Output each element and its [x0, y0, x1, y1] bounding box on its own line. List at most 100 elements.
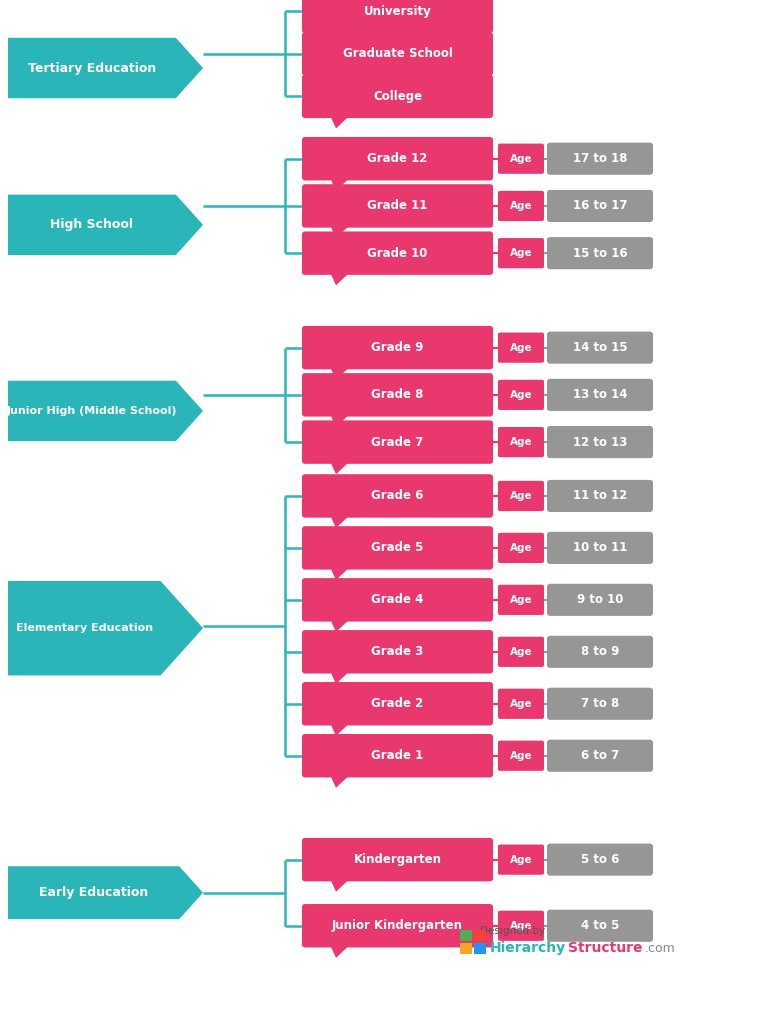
Polygon shape: [330, 272, 350, 286]
FancyBboxPatch shape: [302, 474, 493, 518]
Text: College: College: [373, 90, 422, 102]
FancyBboxPatch shape: [498, 481, 544, 511]
FancyBboxPatch shape: [547, 480, 653, 512]
Polygon shape: [330, 225, 350, 238]
FancyBboxPatch shape: [302, 838, 493, 882]
Text: 16 to 17: 16 to 17: [573, 200, 627, 212]
FancyBboxPatch shape: [498, 740, 544, 771]
FancyBboxPatch shape: [547, 426, 653, 458]
FancyBboxPatch shape: [302, 630, 493, 674]
Text: 5 to 6: 5 to 6: [581, 853, 620, 866]
FancyBboxPatch shape: [547, 189, 653, 222]
Text: 10 to 11: 10 to 11: [573, 542, 627, 554]
Text: 8 to 9: 8 to 9: [581, 645, 620, 658]
FancyBboxPatch shape: [302, 137, 493, 180]
Polygon shape: [8, 581, 203, 676]
FancyBboxPatch shape: [547, 238, 653, 269]
FancyBboxPatch shape: [498, 143, 544, 174]
Text: 4 to 5: 4 to 5: [581, 920, 620, 932]
Text: Grade 12: Grade 12: [367, 153, 428, 165]
Text: Age: Age: [510, 343, 533, 352]
FancyBboxPatch shape: [547, 584, 653, 615]
FancyBboxPatch shape: [547, 688, 653, 720]
Polygon shape: [330, 723, 350, 736]
FancyBboxPatch shape: [302, 421, 493, 464]
FancyBboxPatch shape: [302, 32, 493, 76]
Text: Age: Age: [510, 698, 533, 709]
FancyBboxPatch shape: [498, 380, 544, 410]
Text: Grade 4: Grade 4: [372, 593, 423, 606]
FancyBboxPatch shape: [302, 75, 493, 118]
Text: Elementary Education: Elementary Education: [16, 624, 153, 633]
FancyBboxPatch shape: [302, 231, 493, 274]
FancyBboxPatch shape: [302, 904, 493, 947]
Text: Age: Age: [510, 390, 533, 399]
Text: Structure: Structure: [568, 941, 642, 955]
FancyBboxPatch shape: [474, 943, 486, 954]
Polygon shape: [330, 414, 350, 427]
FancyBboxPatch shape: [302, 373, 493, 417]
FancyBboxPatch shape: [547, 844, 653, 876]
Polygon shape: [8, 381, 203, 441]
FancyBboxPatch shape: [302, 326, 493, 370]
FancyBboxPatch shape: [302, 682, 493, 725]
FancyBboxPatch shape: [302, 526, 493, 569]
FancyBboxPatch shape: [547, 739, 653, 772]
FancyBboxPatch shape: [547, 142, 653, 175]
Text: Designed by: Designed by: [480, 927, 545, 936]
Text: Age: Age: [510, 201, 533, 211]
Text: Early Education: Early Education: [39, 886, 148, 899]
FancyBboxPatch shape: [302, 184, 493, 227]
Text: High School: High School: [50, 218, 134, 231]
Polygon shape: [330, 461, 350, 474]
Text: Grade 11: Grade 11: [367, 200, 428, 212]
Text: Age: Age: [510, 437, 533, 447]
Text: Junior High (Middle School): Junior High (Middle School): [7, 406, 177, 416]
FancyBboxPatch shape: [547, 531, 653, 564]
Polygon shape: [8, 866, 203, 920]
FancyBboxPatch shape: [460, 930, 472, 941]
Polygon shape: [8, 195, 203, 255]
Polygon shape: [330, 73, 350, 86]
Text: 9 to 10: 9 to 10: [577, 593, 623, 606]
Text: .com: .com: [645, 942, 676, 955]
Text: 11 to 12: 11 to 12: [573, 489, 627, 503]
FancyBboxPatch shape: [498, 238, 544, 268]
FancyBboxPatch shape: [302, 579, 493, 622]
FancyBboxPatch shape: [498, 190, 544, 221]
FancyBboxPatch shape: [474, 930, 486, 941]
FancyBboxPatch shape: [498, 427, 544, 457]
Text: 15 to 16: 15 to 16: [573, 247, 627, 260]
Polygon shape: [330, 774, 350, 787]
Polygon shape: [330, 567, 350, 580]
Text: 13 to 14: 13 to 14: [573, 388, 627, 401]
FancyBboxPatch shape: [547, 332, 653, 364]
Text: Hierarchy: Hierarchy: [490, 941, 566, 955]
Text: Grade 1: Grade 1: [372, 750, 423, 762]
FancyBboxPatch shape: [547, 636, 653, 668]
FancyBboxPatch shape: [498, 845, 544, 874]
Text: 12 to 13: 12 to 13: [573, 435, 627, 449]
FancyBboxPatch shape: [547, 909, 653, 942]
Text: Age: Age: [510, 543, 533, 553]
Polygon shape: [330, 31, 350, 43]
FancyBboxPatch shape: [498, 585, 544, 615]
Polygon shape: [330, 879, 350, 892]
Text: 6 to 7: 6 to 7: [581, 750, 619, 762]
FancyBboxPatch shape: [498, 333, 544, 362]
Text: Tertiary Education: Tertiary Education: [27, 61, 156, 75]
Text: Age: Age: [510, 490, 533, 501]
Text: Age: Age: [510, 595, 533, 605]
Text: Grade 5: Grade 5: [372, 542, 423, 554]
Text: Graduate School: Graduate School: [343, 47, 452, 60]
Polygon shape: [330, 177, 350, 190]
Text: Grade 8: Grade 8: [372, 388, 423, 401]
Polygon shape: [330, 618, 350, 632]
Text: Grade 10: Grade 10: [367, 247, 428, 260]
Polygon shape: [330, 515, 350, 528]
FancyBboxPatch shape: [498, 689, 544, 719]
Text: Grade 7: Grade 7: [372, 435, 423, 449]
Text: Kindergarten: Kindergarten: [353, 853, 442, 866]
Polygon shape: [330, 367, 350, 380]
Text: Grade 9: Grade 9: [372, 341, 423, 354]
